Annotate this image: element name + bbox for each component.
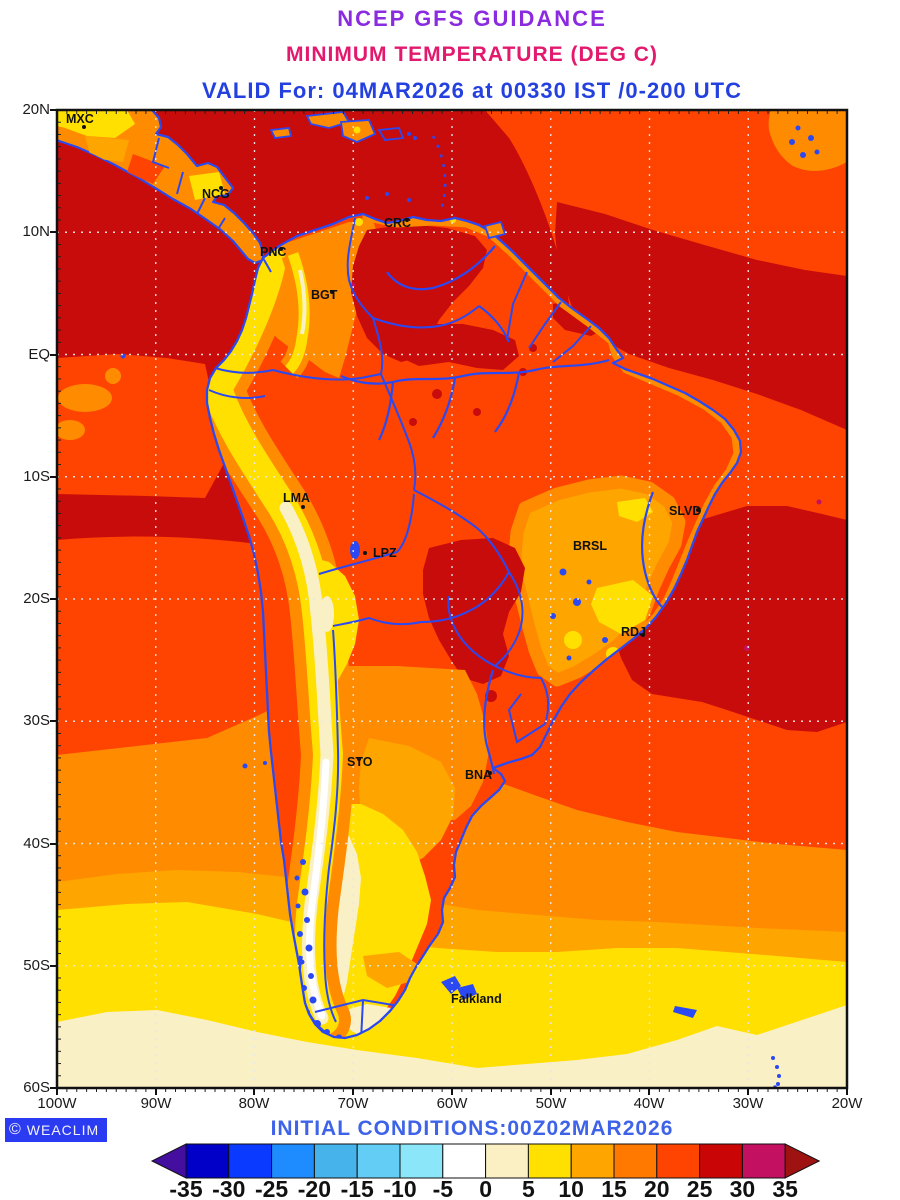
colorbar-tick-30: 30 [730, 1176, 756, 1200]
lon-label-50W: 50W [535, 1095, 567, 1112]
coastline [205, 212, 743, 1040]
colorbar-tick--15: -15 [341, 1176, 374, 1200]
city-label-sto: STO [347, 755, 373, 769]
colorbar-tick-5: 5 [522, 1176, 535, 1200]
colorbar-tick-10: 10 [558, 1176, 584, 1200]
city-marker [641, 633, 645, 637]
lat-label-EQ: EQ [28, 346, 50, 363]
city-marker [219, 186, 223, 190]
colorbar-cell--35 [185, 1143, 230, 1179]
lon-label-60W: 60W [436, 1095, 468, 1112]
lat-label-60S: 60S [23, 1079, 50, 1096]
colorbar-cell--25 [271, 1143, 315, 1179]
initial-conditions-text: INITIAL CONDITIONS:00Z02MAR2026 [270, 1117, 674, 1140]
lon-label-30W: 30W [732, 1095, 764, 1112]
city-label-mxc: MXC [66, 112, 94, 126]
colorbar-tick-25: 25 [687, 1176, 713, 1200]
city-label-slvd: SLVD [669, 504, 701, 518]
lon-label-80W: 80W [238, 1095, 270, 1112]
city-label-rdj: RDJ [621, 625, 646, 639]
lat-label-30S: 30S [23, 712, 50, 729]
central-america [57, 110, 265, 265]
lon-label-100W: 100W [37, 1095, 77, 1112]
colorbar-tick--5: -5 [433, 1176, 454, 1200]
temperature-map: MXC NCG CRC PNC BGT LMA LPZ BRSL SLVD RDJ STO BNA Fa… [50, 108, 849, 1095]
lat-label-10N: 10N [22, 223, 50, 240]
lat-label-50S: 50S [23, 957, 50, 974]
lat-label-20N: 20N [22, 101, 50, 118]
colorbar-cell-30 [741, 1143, 786, 1179]
lat-label-20S: 20S [23, 590, 50, 607]
colorbar-cell-5 [527, 1143, 572, 1179]
city-marker [301, 505, 305, 509]
lat-lon-gridlines [57, 110, 847, 1088]
caribbean-islands [269, 111, 507, 240]
subtitle-parameter: MINIMUM TEMPERATURE (DEG C) [286, 43, 658, 66]
city-label-brsl: BRSL [573, 539, 607, 553]
city-label-falkland: Falkland [451, 992, 502, 1006]
lon-label-40W: 40W [633, 1095, 665, 1112]
copyright-icon: © [9, 1121, 22, 1138]
lon-label-20W: 20W [831, 1095, 863, 1112]
city-label-bgt: BGT [311, 288, 338, 302]
colorbar-tick-20: 20 [644, 1176, 670, 1200]
colorbar-tick-15: 15 [601, 1176, 627, 1200]
lon-label-90W: 90W [140, 1095, 172, 1112]
colorbar-cell-25 [699, 1143, 743, 1179]
colorbar-tick-0: 0 [479, 1176, 492, 1200]
city-marker [363, 551, 367, 555]
weaclim-logo: © WEACLIM [5, 1118, 107, 1142]
colorbar-cell--20 [313, 1143, 358, 1179]
lat-label-10S: 10S [23, 468, 50, 485]
city-marker [82, 125, 86, 129]
city-label-pnc: PNC [260, 245, 286, 259]
city-label-lma: LMA [283, 491, 310, 505]
temperature-colorbar: -35 -30 -25 -20 -15 -10 -5 0 5 10 15 20 25 30 35 [150, 1143, 821, 1200]
colorbar-cell-15 [613, 1143, 658, 1179]
colorbar-tick--35: -35 [169, 1176, 202, 1200]
map-ocean-layers: MXC NCG CRC PNC BGT LMA LPZ BRSL SLVD RDJ STO BNA Fa… [57, 110, 847, 1088]
colorbar-tick--10: -10 [383, 1176, 416, 1200]
colorbar-cell-20 [656, 1143, 701, 1179]
colorbar-cell-0 [485, 1143, 529, 1179]
city-label-lpz: LPZ [373, 546, 397, 560]
map-frame [55, 108, 849, 1090]
subtitle-valid-time: VALID For: 04MAR2026 at 00330 IST /0-200… [202, 78, 742, 103]
colorbar-cell--5 [442, 1143, 487, 1179]
city-marker [357, 757, 361, 761]
page-title: NCEP GFS GUIDANCE [337, 6, 607, 31]
colorbar-arrow-right [784, 1143, 821, 1179]
colorbar-cell-10 [570, 1143, 615, 1179]
southern-islands [441, 976, 781, 1088]
city-label-crc: CRC [384, 216, 411, 230]
colorbar-tick--25: -25 [255, 1176, 288, 1200]
city-marker [696, 508, 700, 512]
city-marker [279, 247, 283, 251]
land-temperature-fills [207, 214, 741, 1038]
colorbar-tick--20: -20 [298, 1176, 331, 1200]
city-marker [488, 771, 492, 775]
city-marker [405, 218, 409, 222]
city-labels-layer: MXC NCG CRC PNC BGT LMA LPZ BRSL SLVD RDJ STO BNA Fa… [66, 112, 701, 1006]
colorbar-arrow-left [150, 1143, 187, 1179]
lat-label-40S: 40S [23, 835, 50, 852]
colorbar-cell--30 [228, 1143, 273, 1179]
lon-label-70W: 70W [337, 1095, 369, 1112]
colorbar-cell--10 [399, 1143, 444, 1179]
colorbar-tick-35: 35 [772, 1176, 798, 1200]
logo-text: WEACLIM [26, 1122, 100, 1138]
city-label-ncg: NCG [202, 187, 230, 201]
colorbar-cell--15 [356, 1143, 401, 1179]
city-label-bna: BNA [465, 768, 492, 782]
colorbar-tick--30: -30 [212, 1176, 245, 1200]
city-marker [330, 290, 334, 294]
